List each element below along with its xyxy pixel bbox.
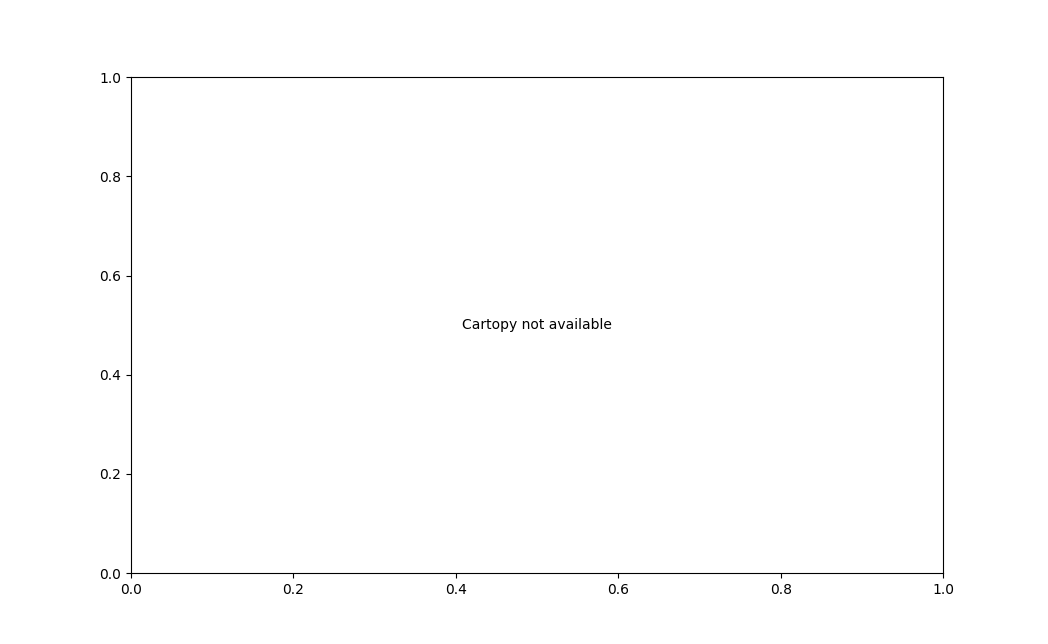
Text: Cartopy not available: Cartopy not available <box>462 318 612 332</box>
